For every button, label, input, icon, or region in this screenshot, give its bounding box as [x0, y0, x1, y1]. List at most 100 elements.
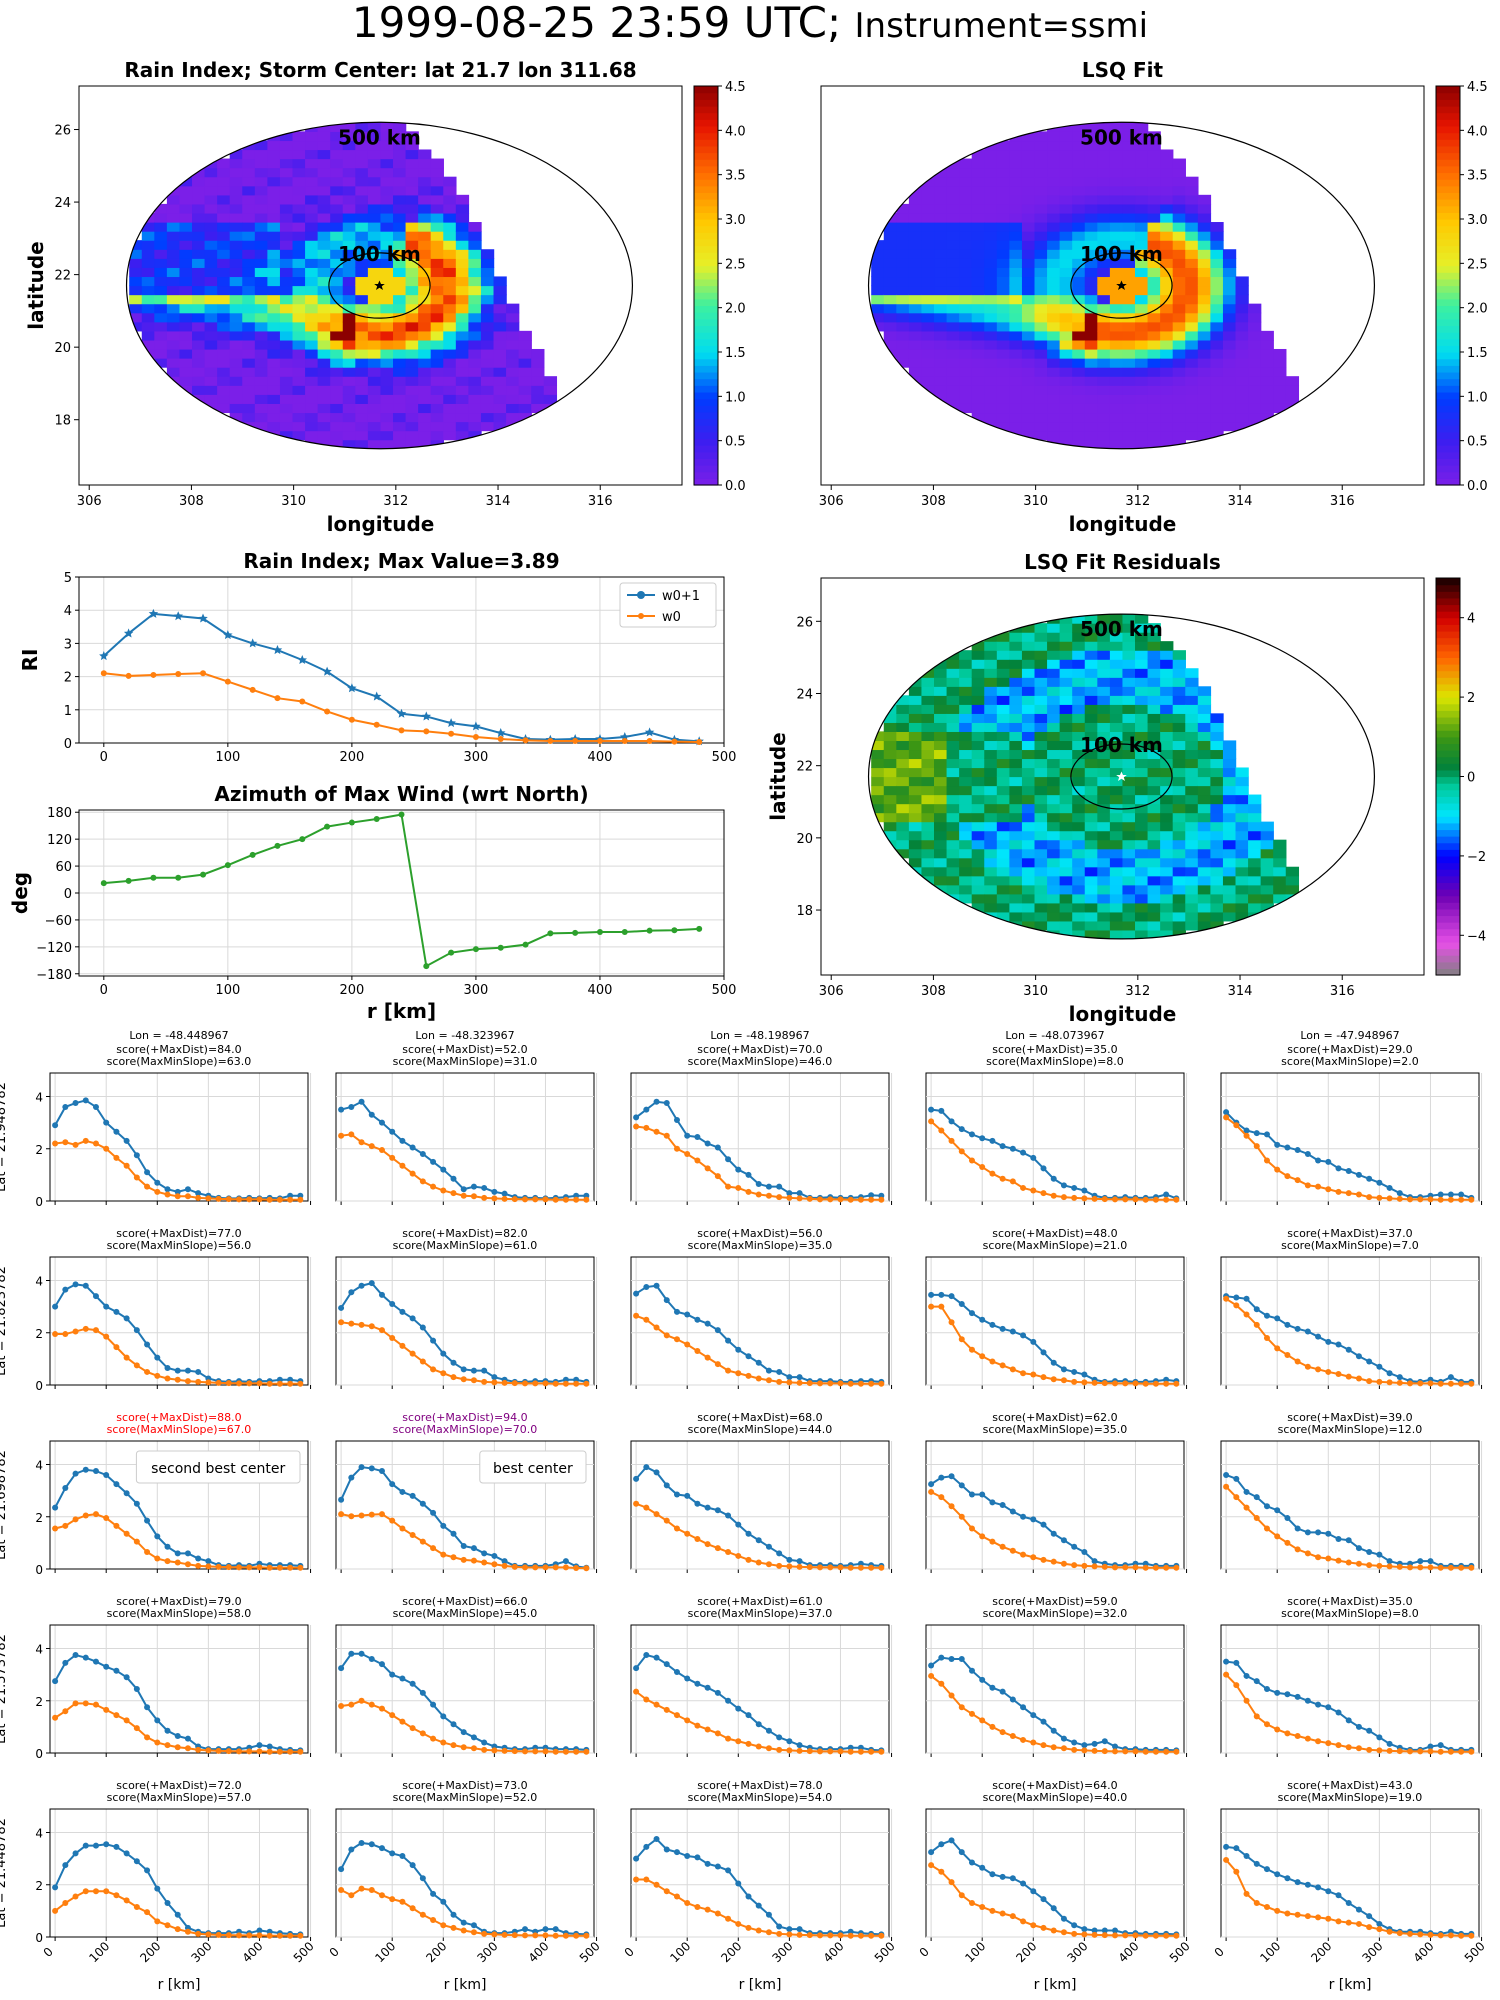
heatmap-cell	[1021, 920, 1036, 931]
heatmap-cell	[1047, 212, 1061, 223]
x-tick-label: 100	[215, 750, 240, 765]
heatmap-cell	[1197, 722, 1212, 732]
heatmap-cell	[896, 231, 910, 241]
heatmap-cell	[493, 403, 507, 414]
heatmap-cell	[443, 339, 457, 350]
heatmap-cell	[984, 803, 998, 814]
heatmap-cell	[946, 839, 960, 850]
series-w0-point	[663, 1888, 670, 1895]
heatmap-cell	[1109, 758, 1124, 769]
heatmap-cell	[1197, 857, 1212, 868]
x-tick-label: 100	[962, 1939, 988, 1965]
heatmap-cell	[254, 158, 269, 169]
series-w0-point	[837, 1748, 844, 1755]
x-tick-label: 500	[712, 983, 737, 998]
score-maxminslope: score(MaxMinSlope)=12.0	[1278, 1423, 1423, 1436]
heatmap-cell	[330, 376, 344, 386]
heatmap-cell	[405, 348, 419, 359]
series-w0p1-point	[765, 1543, 772, 1550]
heatmap-cell	[254, 312, 269, 323]
heatmap-cell	[1084, 176, 1099, 187]
heatmap-cell	[1172, 911, 1186, 922]
series-w0-point	[999, 1175, 1006, 1182]
series-w0-point	[501, 1195, 508, 1202]
series-w0p1-point	[184, 1367, 191, 1374]
heatmap-cell	[883, 758, 898, 769]
heatmap-cell	[1248, 794, 1262, 805]
heatmap-cell	[1072, 866, 1086, 877]
heatmap-cell	[1122, 722, 1136, 732]
heatmap-cell	[254, 276, 269, 287]
series-w0p1-point	[1284, 1144, 1291, 1151]
series-w0-point	[491, 1195, 498, 1202]
heatmap-cell	[1185, 848, 1199, 859]
heatmap-cell	[1059, 330, 1073, 341]
heatmap-cell	[217, 294, 231, 305]
series-w0-point	[123, 1354, 130, 1361]
heatmap-cell	[1122, 122, 1136, 132]
x-tick-label: 300	[769, 1939, 795, 1965]
heatmap-cell	[1009, 140, 1023, 151]
heatmap-cell	[1222, 421, 1237, 432]
series-w0p1-point	[989, 1137, 996, 1144]
heatmap-cell	[921, 276, 935, 287]
series-w0p1-line	[54, 1843, 301, 1936]
heatmap-cell	[393, 385, 407, 395]
heatmap-cell	[242, 330, 256, 341]
heatmap-cell	[1210, 358, 1224, 368]
colorbar-swatch	[694, 258, 718, 267]
heatmap-cell	[279, 294, 294, 305]
series-w0p1-point	[450, 1175, 457, 1182]
series-w0-point	[450, 1924, 457, 1931]
heatmap-cell	[959, 276, 973, 287]
heatmap-cell	[305, 240, 319, 250]
heatmap-cell	[1034, 321, 1048, 332]
series-w0p1-point	[1315, 1333, 1322, 1340]
heatmap-cell	[1059, 367, 1073, 377]
heatmap-cell	[279, 385, 294, 395]
heatmap-cell	[305, 158, 319, 169]
heatmap-cell	[229, 158, 243, 169]
heatmap-cell	[1009, 176, 1023, 187]
heatmap-cell	[1160, 884, 1174, 895]
heatmap-cell	[1248, 403, 1262, 414]
series-w0-point	[1315, 1738, 1322, 1745]
heatmap-cell	[279, 212, 294, 223]
heatmap-cell	[179, 176, 193, 187]
y-tick-label: 1	[64, 704, 72, 719]
series-w0-point	[948, 1137, 955, 1144]
heatmap-cell	[1109, 158, 1124, 169]
series-w0-point	[684, 1717, 691, 1724]
heatmap-cell	[1021, 376, 1036, 386]
heatmap-cell	[896, 812, 910, 823]
series-w0-point	[205, 1195, 212, 1202]
heatmap-cell	[1248, 902, 1262, 913]
heatmap-cell	[1097, 131, 1111, 142]
series-w0-point	[1376, 1194, 1383, 1201]
heatmap-cell	[1160, 821, 1174, 832]
heatmap-cell	[1285, 385, 1300, 395]
heatmap-cell	[959, 866, 973, 877]
heatmap-cell	[179, 258, 193, 268]
heatmap-cell	[330, 167, 344, 178]
series-w0-line	[930, 1675, 1177, 1753]
heatmap-cell	[242, 194, 256, 205]
heatmap-cell	[959, 713, 973, 723]
heatmap-cell	[1122, 785, 1136, 796]
heatmap-cell	[1034, 704, 1048, 714]
heatmap-cell	[254, 285, 269, 296]
heatmap-cell	[946, 704, 960, 714]
plot-frame	[925, 1440, 1185, 1570]
series-w0-point	[938, 1680, 945, 1687]
heatmap-cell	[1097, 348, 1111, 359]
series-w0p1-point	[1427, 1743, 1434, 1750]
heatmap-cell	[430, 276, 444, 287]
heatmap-cell	[468, 358, 482, 368]
heatmap-cell	[1034, 240, 1048, 250]
heatmap-cell	[1160, 803, 1174, 814]
heatmap-cell	[1034, 140, 1048, 151]
heatmap-cell	[493, 312, 507, 323]
heatmap-cell	[267, 276, 281, 287]
series-w0-point	[1009, 1366, 1016, 1373]
series-w0p1-point	[633, 1290, 640, 1297]
